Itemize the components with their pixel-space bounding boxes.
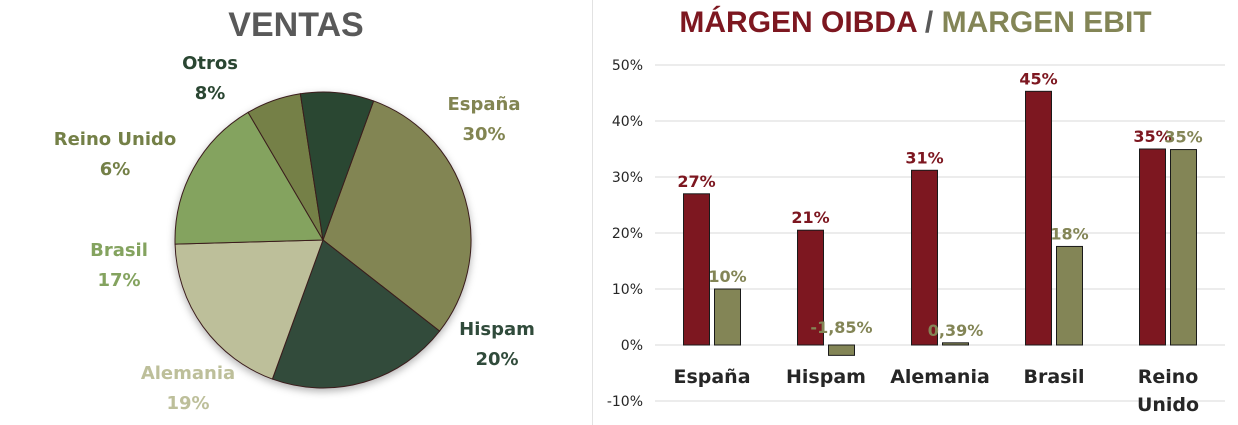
pie-value-hispam: 20% — [475, 349, 518, 370]
data-label-oibda: 21% — [791, 208, 829, 227]
data-label-oibda: 35% — [1133, 127, 1171, 146]
bar-title-oibda: MÁRGEN OIBDA — [679, 6, 917, 39]
pie-label-reino-unido: Reino Unido — [54, 129, 177, 150]
x-category-label: Reino — [1138, 366, 1199, 388]
y-tick-label: 50% — [612, 58, 643, 74]
bar-ebit — [942, 342, 969, 346]
data-label-oibda: 45% — [1019, 69, 1057, 88]
data-label-oibda: 27% — [677, 172, 715, 191]
pie-slice-brasil — [174, 111, 324, 245]
data-label-ebit: -1,85% — [810, 318, 872, 337]
pie-label-brasil: Brasil — [90, 240, 148, 261]
pie-slice-espana — [322, 100, 472, 332]
pie-value-reino-unido: 6% — [100, 159, 131, 180]
data-label-ebit: 18% — [1050, 224, 1088, 243]
bar-oibda — [911, 169, 938, 346]
bar-ebit — [1170, 149, 1197, 346]
x-category-label: Unido — [1137, 394, 1199, 416]
pie-slice-otros — [299, 91, 375, 241]
x-category-label: Brasil — [1023, 366, 1084, 388]
pie-label-alemania: Alemania — [141, 363, 235, 384]
bar-oibda — [1025, 90, 1052, 346]
x-category-label: Hispam — [786, 366, 866, 388]
pie-slices — [174, 91, 472, 389]
panel-divider — [592, 0, 593, 425]
bar-chart: -10% 0% 10% 20% 30% 40% 50% 27% 10% España 21% -1,8… — [607, 58, 1225, 416]
y-tick-label: 30% — [612, 170, 643, 186]
bar-oibda — [1139, 148, 1166, 346]
bar-ebit — [714, 288, 741, 346]
pie-chart-title: VENTAS — [228, 6, 364, 44]
pie-slice-alemania — [174, 239, 324, 380]
pie-value-espana: 30% — [462, 124, 505, 145]
data-label-ebit: 0,39% — [928, 321, 984, 340]
data-label-oibda: 31% — [905, 148, 943, 167]
bar-ebit — [1056, 245, 1083, 346]
pie-chart: España 30% Hispam 20% Alemania 19% Brasil 17% Re… — [54, 53, 535, 414]
x-category-label: España — [673, 366, 750, 388]
y-tick-label: -10% — [607, 394, 643, 410]
y-tick-label: 20% — [612, 226, 643, 242]
bar-ebit — [828, 344, 855, 356]
pie-value-otros: 8% — [195, 83, 226, 104]
data-label-ebit: 10% — [708, 267, 746, 286]
y-tick-label: 10% — [612, 282, 643, 298]
data-label-ebit: 35% — [1164, 128, 1202, 147]
x-category-label: Alemania — [890, 366, 990, 388]
bar-title-separator: / — [916, 6, 942, 39]
bar-title-ebit: MARGEN EBIT — [941, 6, 1152, 39]
pie-label-espana: España — [447, 94, 520, 115]
y-tick-label: 0% — [621, 338, 643, 354]
y-tick-label: 40% — [612, 114, 643, 130]
pie-value-brasil: 17% — [97, 270, 140, 291]
pie-slice-hispam — [271, 239, 441, 389]
pie-label-hispam: Hispam — [459, 319, 535, 340]
pie-value-alemania: 19% — [166, 393, 209, 414]
bar-oibda — [683, 193, 710, 346]
bar-oibda — [797, 229, 824, 346]
pie-label-otros: Otros — [182, 53, 238, 74]
bar-chart-title: MÁRGEN OIBDA / MARGEN EBIT — [593, 6, 1238, 40]
